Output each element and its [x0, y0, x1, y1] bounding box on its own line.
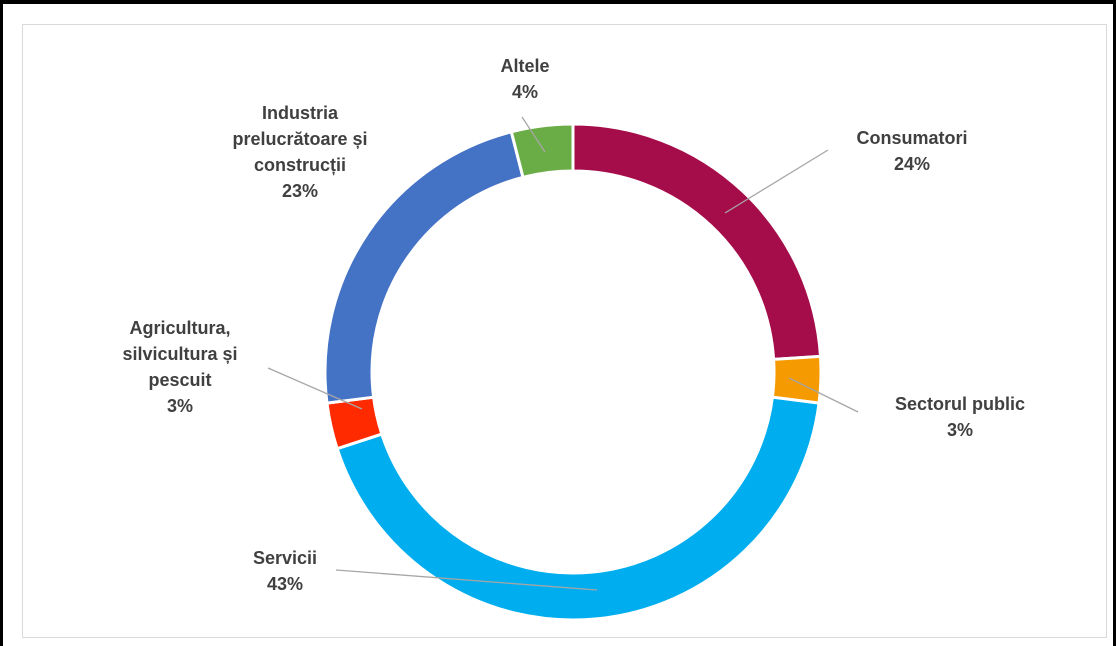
- donut-slice-altele: [509, 122, 575, 180]
- data-label-percent: 3%: [167, 396, 193, 416]
- data-label-name: pescuit: [148, 370, 211, 390]
- donut-slice-sectorul-public: [770, 354, 823, 405]
- leader-line: [788, 377, 859, 413]
- data-label-name: silvicultura și: [122, 344, 237, 364]
- data-label-name: Servicii: [253, 548, 317, 568]
- data-label-percent: 43%: [267, 574, 303, 594]
- leader-line: [335, 569, 598, 591]
- data-label: Sectorul public 3%: [895, 394, 1025, 440]
- data-label-name: prelucrătoare și: [232, 129, 367, 149]
- data-label-name: Industria: [262, 103, 339, 123]
- data-label: Servicii 43%: [253, 548, 317, 594]
- data-label: Consumatori 24%: [856, 128, 967, 174]
- data-label-name: Altele: [500, 56, 549, 76]
- leader-line: [267, 367, 363, 410]
- data-label: Agricultura, silvicultura și pescuit 3%: [122, 318, 237, 416]
- data-label: Altele 4%: [500, 56, 549, 102]
- data-label: Industria prelucrătoare și construcții 23%: [232, 103, 367, 201]
- leader-line: [521, 116, 546, 153]
- leader-line: [724, 149, 829, 214]
- data-label-percent: 23%: [282, 181, 318, 201]
- data-label-name: Agricultura,: [129, 318, 230, 338]
- donut-slice-servicii: [335, 395, 821, 622]
- data-label-name: construcții: [254, 155, 346, 175]
- data-label-name: Consumatori: [856, 128, 967, 148]
- data-label-percent: 4%: [512, 82, 538, 102]
- data-label-name: Sectorul public: [895, 394, 1025, 414]
- data-label-percent: 3%: [947, 420, 973, 440]
- data-label-percent: 24%: [894, 154, 930, 174]
- donut-slice-consumatori: [571, 122, 823, 361]
- donut-slice-industria-prelucrătoare-și-construcții: [323, 129, 525, 405]
